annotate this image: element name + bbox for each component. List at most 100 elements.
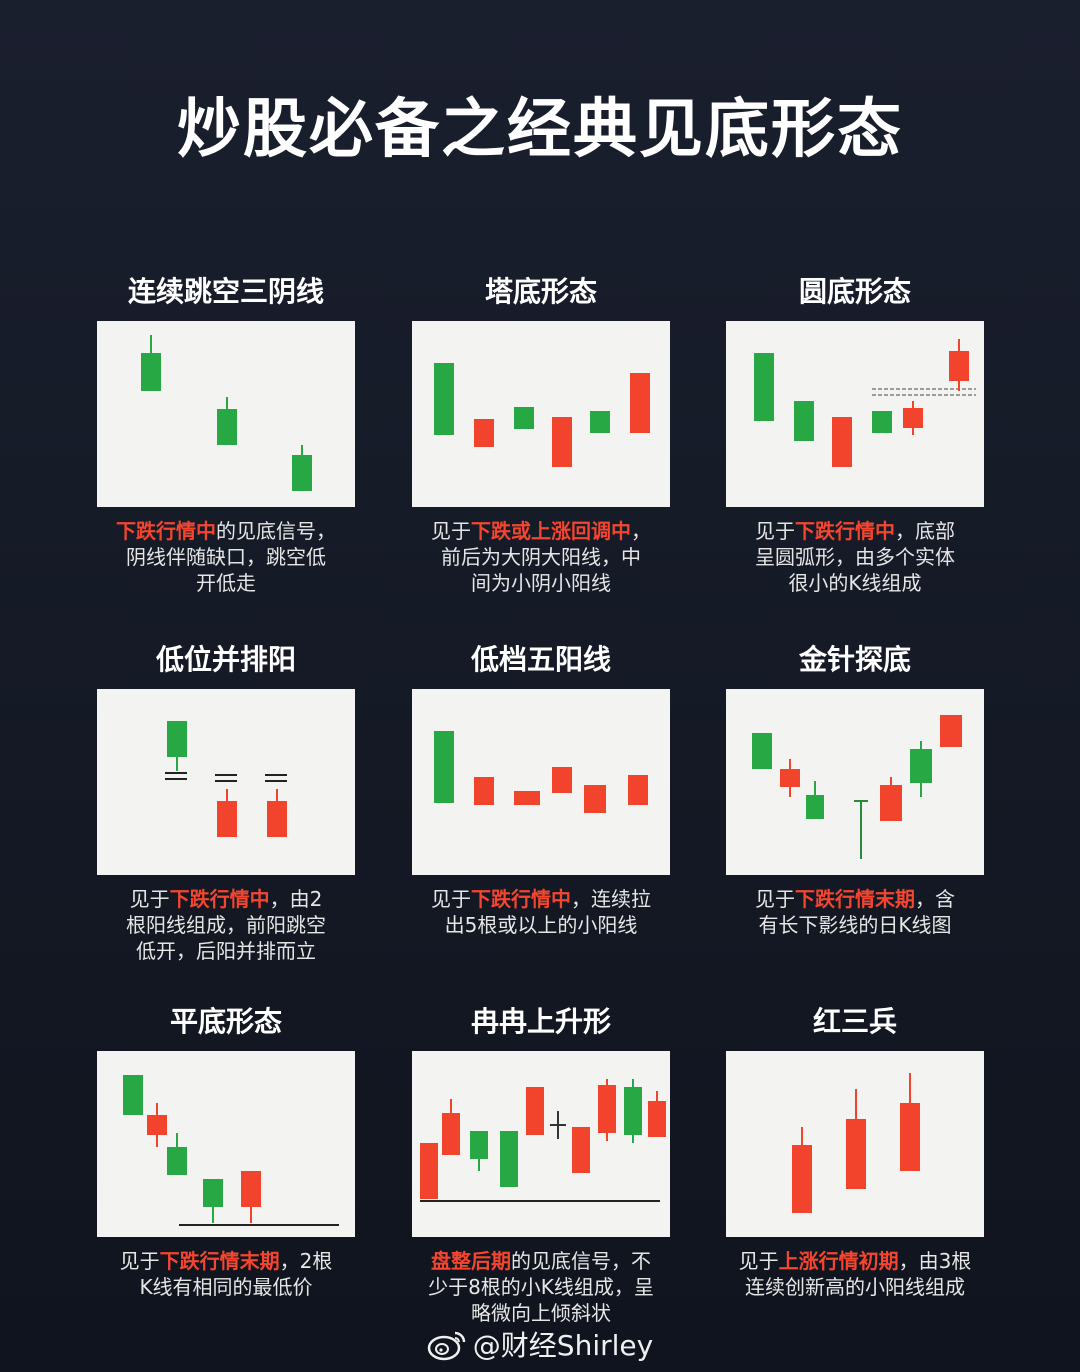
pattern-description: 见于下跌或上涨回调中， 前后为大阴大阳线，中 间为小阴小阳线 [391, 518, 691, 596]
green-candle [806, 795, 824, 819]
red-candle [780, 769, 800, 787]
highlight-text: 下跌行情中 [471, 887, 571, 911]
description-text: 见于 [755, 519, 795, 543]
pattern-title: 连续跳空三阴线 [127, 275, 324, 308]
candlestick-diagram [412, 689, 670, 875]
description-text: 略微向上倾斜状 [471, 1301, 611, 1325]
red-candle [598, 1085, 616, 1133]
description-text: ，由3根 [898, 1249, 972, 1273]
description-text: ，2根 [279, 1249, 333, 1273]
pattern-description: 见于下跌行情中，连续拉 出5根或以上的小阳线 [391, 886, 691, 938]
pattern-description: 下跌行情中的见底信号， 阴线伴随缺口，跳空低 开低走 [76, 518, 376, 596]
description-text: K线有相同的最低价 [139, 1275, 313, 1299]
pattern-description: 见于下跌行情中，底部 呈圆弧形，由多个实体 很小的K线组成 [705, 518, 1005, 596]
red-candle [630, 373, 650, 433]
candlestick-diagram [726, 689, 984, 875]
green-candle [470, 1131, 488, 1159]
pattern-description: 见于下跌行情末期，含 有长下影线的日K线图 [705, 886, 1005, 938]
description-text: 出5根或以上的小阳线 [444, 913, 638, 937]
watermark: @财经Shirley [0, 1324, 1080, 1368]
description-text: 见于 [755, 887, 795, 911]
pattern-title: 红三兵 [812, 1005, 897, 1038]
pattern-title: 低档五阳线 [470, 643, 611, 676]
highlight-text: 下跌行情末期 [795, 887, 915, 911]
red-candle [628, 775, 648, 805]
red-candle [572, 1127, 590, 1173]
description-text: 见于 [738, 1249, 779, 1273]
pattern-title: 圆底形态 [798, 275, 911, 308]
red-candle [552, 417, 572, 467]
description-text: ，含 [915, 887, 955, 911]
green-candle [217, 409, 237, 445]
red-candle [420, 1143, 438, 1199]
pattern-description: 见于下跌行情中，由2 根阳线组成，前阳跳空 低开，后阳并排而立 [76, 886, 376, 964]
green-candle [141, 353, 161, 391]
watermark-text: @财经Shirley [472, 1329, 654, 1362]
pattern-description: 盘整后期的见底信号，不 少于8根的小K线组成，呈 略微向上倾斜状 [391, 1248, 691, 1326]
red-candle [880, 785, 902, 821]
description-text: 的见底信号， [216, 519, 336, 543]
red-candle [217, 801, 237, 837]
pattern-description: 见于上涨行情初期，由3根 连续创新高的小阳线组成 [705, 1248, 1005, 1300]
green-candle [500, 1131, 518, 1187]
red-candle [442, 1113, 460, 1155]
red-candle [267, 801, 287, 837]
red-candle [474, 419, 494, 447]
red-candle [526, 1087, 544, 1135]
description-text: 有长下影线的日K线图 [758, 913, 952, 937]
green-candle [754, 353, 774, 421]
pattern-title: 金针探底 [798, 643, 911, 676]
highlight-text: 下跌行情中 [116, 519, 216, 543]
candlestick-diagram [726, 1051, 984, 1237]
green-candle [794, 401, 814, 441]
red-candle [949, 351, 969, 381]
red-candle [832, 417, 852, 467]
description-text: 见于 [431, 887, 471, 911]
green-candle [123, 1075, 143, 1115]
page-title: 炒股必备之经典见底形态 [177, 93, 903, 167]
candlestick-diagram [412, 1051, 670, 1237]
pattern-title: 低位并排阳 [155, 643, 296, 676]
green-candle [752, 733, 772, 769]
highlight-text: 下跌或上涨回调中 [471, 519, 631, 543]
description-text: 见于 [119, 1249, 160, 1273]
green-candle [434, 363, 454, 435]
candlestick-diagram [97, 689, 355, 875]
red-candle [147, 1115, 167, 1135]
description-text: 见于 [129, 887, 170, 911]
green-candle [624, 1087, 642, 1135]
candlestick-diagram [726, 321, 984, 507]
red-candle [940, 715, 962, 747]
green-candle [872, 411, 892, 433]
pattern-description: 见于下跌行情末期，2根 K线有相同的最低价 [76, 1248, 376, 1300]
description-text: 根阳线组成，前阳跳空 [126, 913, 326, 937]
red-candle [648, 1101, 666, 1137]
red-candle [900, 1103, 920, 1171]
description-text: 低开，后阳并排而立 [136, 939, 316, 963]
red-candle [903, 408, 923, 428]
description-text: 见于 [431, 519, 471, 543]
red-candle [584, 785, 606, 813]
description-text: ，底部 [895, 519, 955, 543]
red-candle [474, 777, 494, 805]
description-text: 的见底信号，不 [511, 1249, 651, 1273]
green-candle [590, 411, 610, 433]
highlight-text: 下跌行情末期 [159, 1249, 280, 1273]
description-text: 少于8根的小K线组成，呈 [428, 1275, 654, 1299]
green-candle [167, 721, 187, 757]
red-candle [241, 1171, 261, 1207]
pattern-title: 塔底形态 [484, 275, 597, 308]
pattern-title: 冉冉上升形 [470, 1005, 611, 1038]
candlestick-diagram [97, 1051, 355, 1237]
highlight-text: 上涨行情初期 [778, 1249, 899, 1273]
description-text: ，连续拉 [571, 887, 651, 911]
description-text: 阴线伴随缺口，跳空低 [126, 545, 326, 569]
highlight-text: 盘整后期 [431, 1249, 511, 1273]
candlestick-diagram [97, 321, 355, 507]
pattern-title: 平底形态 [169, 1005, 282, 1038]
description-text: 很小的K线组成 [788, 571, 922, 595]
green-candle [434, 731, 454, 803]
candlestick-diagram [412, 321, 670, 507]
red-candle [514, 791, 540, 805]
highlight-text: 下跌行情中 [169, 887, 270, 911]
